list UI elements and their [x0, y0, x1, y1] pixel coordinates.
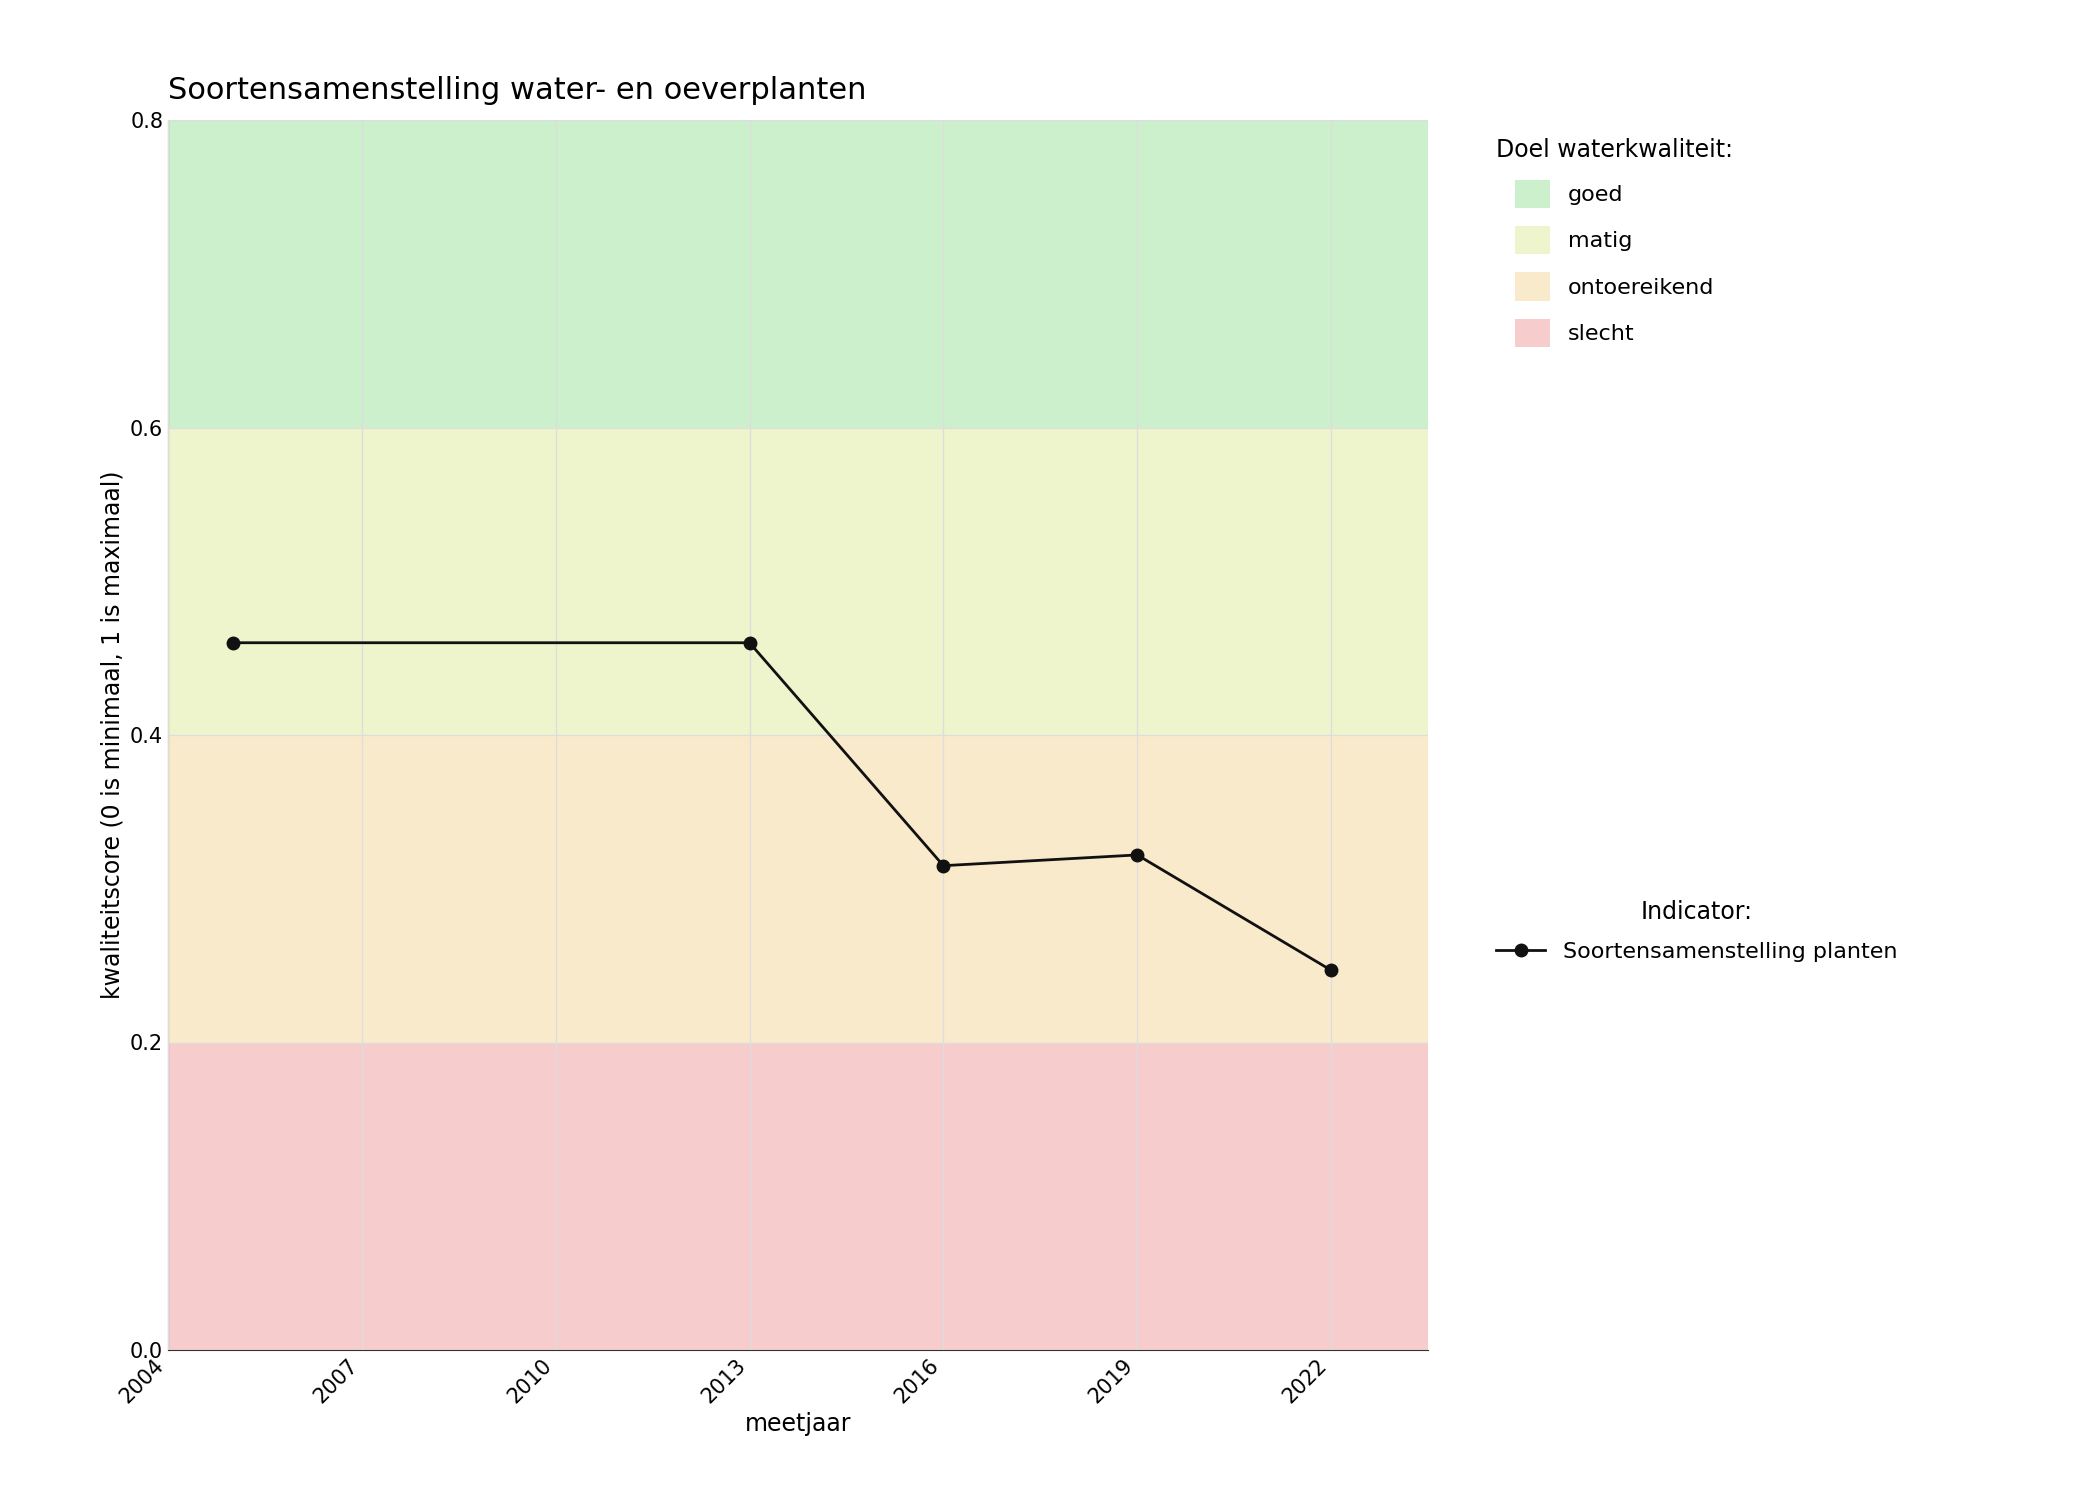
X-axis label: meetjaar: meetjaar: [746, 1412, 851, 1436]
Legend: Soortensamenstelling planten: Soortensamenstelling planten: [1489, 894, 1905, 969]
Bar: [168, 1042, 1428, 1350]
Bar: [168, 735, 1428, 1042]
Y-axis label: kwaliteitscore (0 is minimaal, 1 is maximaal): kwaliteitscore (0 is minimaal, 1 is maxi…: [101, 471, 124, 999]
Text: Soortensamenstelling water- en oeverplanten: Soortensamenstelling water- en oeverplan…: [168, 76, 867, 105]
Bar: [168, 120, 1428, 427]
Bar: [168, 427, 1428, 735]
